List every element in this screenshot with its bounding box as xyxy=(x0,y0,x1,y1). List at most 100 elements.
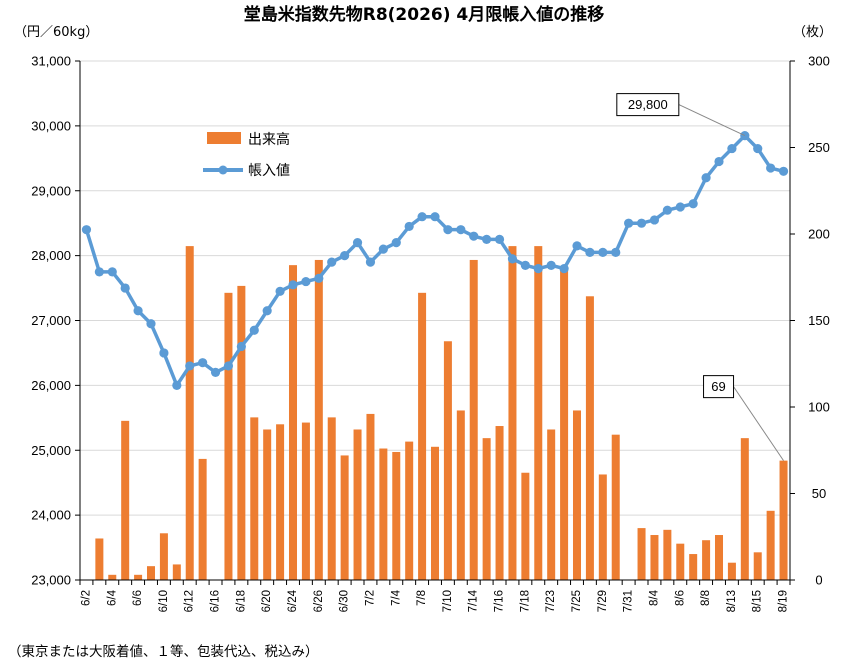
line-point xyxy=(301,276,311,287)
bar xyxy=(314,259,323,580)
bar xyxy=(572,410,582,580)
bar xyxy=(340,455,349,580)
x-tick-label: 8/8 xyxy=(700,590,712,606)
x-tick-label: 7/25 xyxy=(571,590,583,612)
right-tick-label: 200 xyxy=(808,227,830,242)
bar xyxy=(366,413,375,580)
callout-label: 69 xyxy=(711,379,725,394)
line-point xyxy=(766,163,776,173)
line-point xyxy=(585,247,595,257)
callout-leader xyxy=(678,104,746,137)
bars xyxy=(95,246,788,581)
line-point xyxy=(740,131,750,141)
line-point xyxy=(572,241,582,251)
bar xyxy=(237,285,246,580)
line-point xyxy=(598,247,608,257)
line-point xyxy=(624,218,634,228)
bar xyxy=(172,564,181,580)
x-tick-label: 6/16 xyxy=(210,590,222,612)
bar xyxy=(108,574,117,580)
x-tick-label: 7/10 xyxy=(442,590,454,612)
x-tick-labels: 6/2 6/4 6/6 6/10 6/12 6/16 6/18 6/20 6/24 6/26 6/3… xyxy=(80,589,789,612)
line-point xyxy=(365,257,376,267)
line-point xyxy=(262,306,272,316)
bar xyxy=(753,552,762,580)
line-point xyxy=(494,234,505,245)
line-point xyxy=(636,218,647,228)
x-tick-label: 7/4 xyxy=(390,589,402,606)
line-point xyxy=(120,283,130,293)
bar xyxy=(740,438,749,580)
line-point xyxy=(533,264,543,274)
line-point xyxy=(688,199,698,209)
bar xyxy=(418,292,427,580)
line-point xyxy=(649,215,660,225)
bar xyxy=(392,451,401,580)
line-point xyxy=(146,319,156,329)
callout-box xyxy=(616,93,680,117)
x-tick-label: 6/2 xyxy=(80,590,92,606)
x-tick-label: 8/19 xyxy=(778,590,790,612)
right-tick-label: 0 xyxy=(815,573,822,588)
legend-bar-swatch xyxy=(207,132,241,144)
left-tick-label: 24,000 xyxy=(31,508,71,523)
line-point xyxy=(404,221,414,232)
bar xyxy=(598,474,607,580)
line-point xyxy=(559,264,569,274)
left-tick-labels: 23,000 24,000 25,000 26,000 27,000 28,000 29,0… xyxy=(31,54,71,588)
bar xyxy=(702,540,711,580)
bar xyxy=(469,259,478,580)
bar xyxy=(456,410,465,580)
bar xyxy=(766,510,775,580)
bar xyxy=(263,429,272,580)
left-tick-label: 25,000 xyxy=(31,443,71,458)
line-point xyxy=(288,280,298,290)
bar xyxy=(288,265,298,580)
line-point xyxy=(727,143,737,154)
bar xyxy=(560,266,569,580)
x-tick-label: 6/12 xyxy=(184,590,196,612)
right-tick-labels: 0 50 100 150 200 250 300 xyxy=(808,54,830,588)
line-point xyxy=(223,361,234,371)
x-tick-label: 7/16 xyxy=(494,590,506,612)
bar xyxy=(146,566,156,580)
callout-label: 29,800 xyxy=(628,97,668,112)
line-point xyxy=(327,257,337,267)
right-tick-label: 50 xyxy=(812,486,826,501)
bar xyxy=(276,424,285,580)
line-point xyxy=(236,341,246,352)
left-tick-label: 27,000 xyxy=(31,313,71,328)
line-point xyxy=(249,325,259,335)
bar xyxy=(547,429,556,580)
bar xyxy=(779,460,788,580)
line-point xyxy=(417,212,427,222)
legend: 出来高 帳入値 xyxy=(203,131,290,179)
left-tick-label: 31,000 xyxy=(31,54,71,69)
bar xyxy=(224,292,233,580)
line-point xyxy=(753,143,763,154)
line-point xyxy=(185,361,195,371)
legend-bar-label: 出来高 xyxy=(248,131,290,148)
line-point xyxy=(159,348,169,358)
bar xyxy=(443,341,452,580)
line-point xyxy=(443,225,453,235)
bar xyxy=(405,441,414,580)
bar xyxy=(611,434,620,580)
x-tick-label: 7/29 xyxy=(597,590,609,612)
bar xyxy=(327,417,336,580)
line-point xyxy=(275,286,285,296)
line-point xyxy=(391,238,401,248)
bar xyxy=(727,562,736,580)
bar xyxy=(185,246,194,581)
bar xyxy=(250,417,259,580)
bar xyxy=(353,429,362,580)
x-tick-label: 6/4 xyxy=(106,589,118,606)
x-tick-label: 6/30 xyxy=(339,590,351,612)
x-tick-label: 6/20 xyxy=(261,590,273,612)
bar xyxy=(676,543,685,580)
bar xyxy=(134,574,143,580)
x-tick-label: 7/23 xyxy=(545,590,557,612)
footnote: （東京または大阪着値、１等、包装代込、税込み） xyxy=(8,643,319,660)
bar xyxy=(198,458,207,580)
